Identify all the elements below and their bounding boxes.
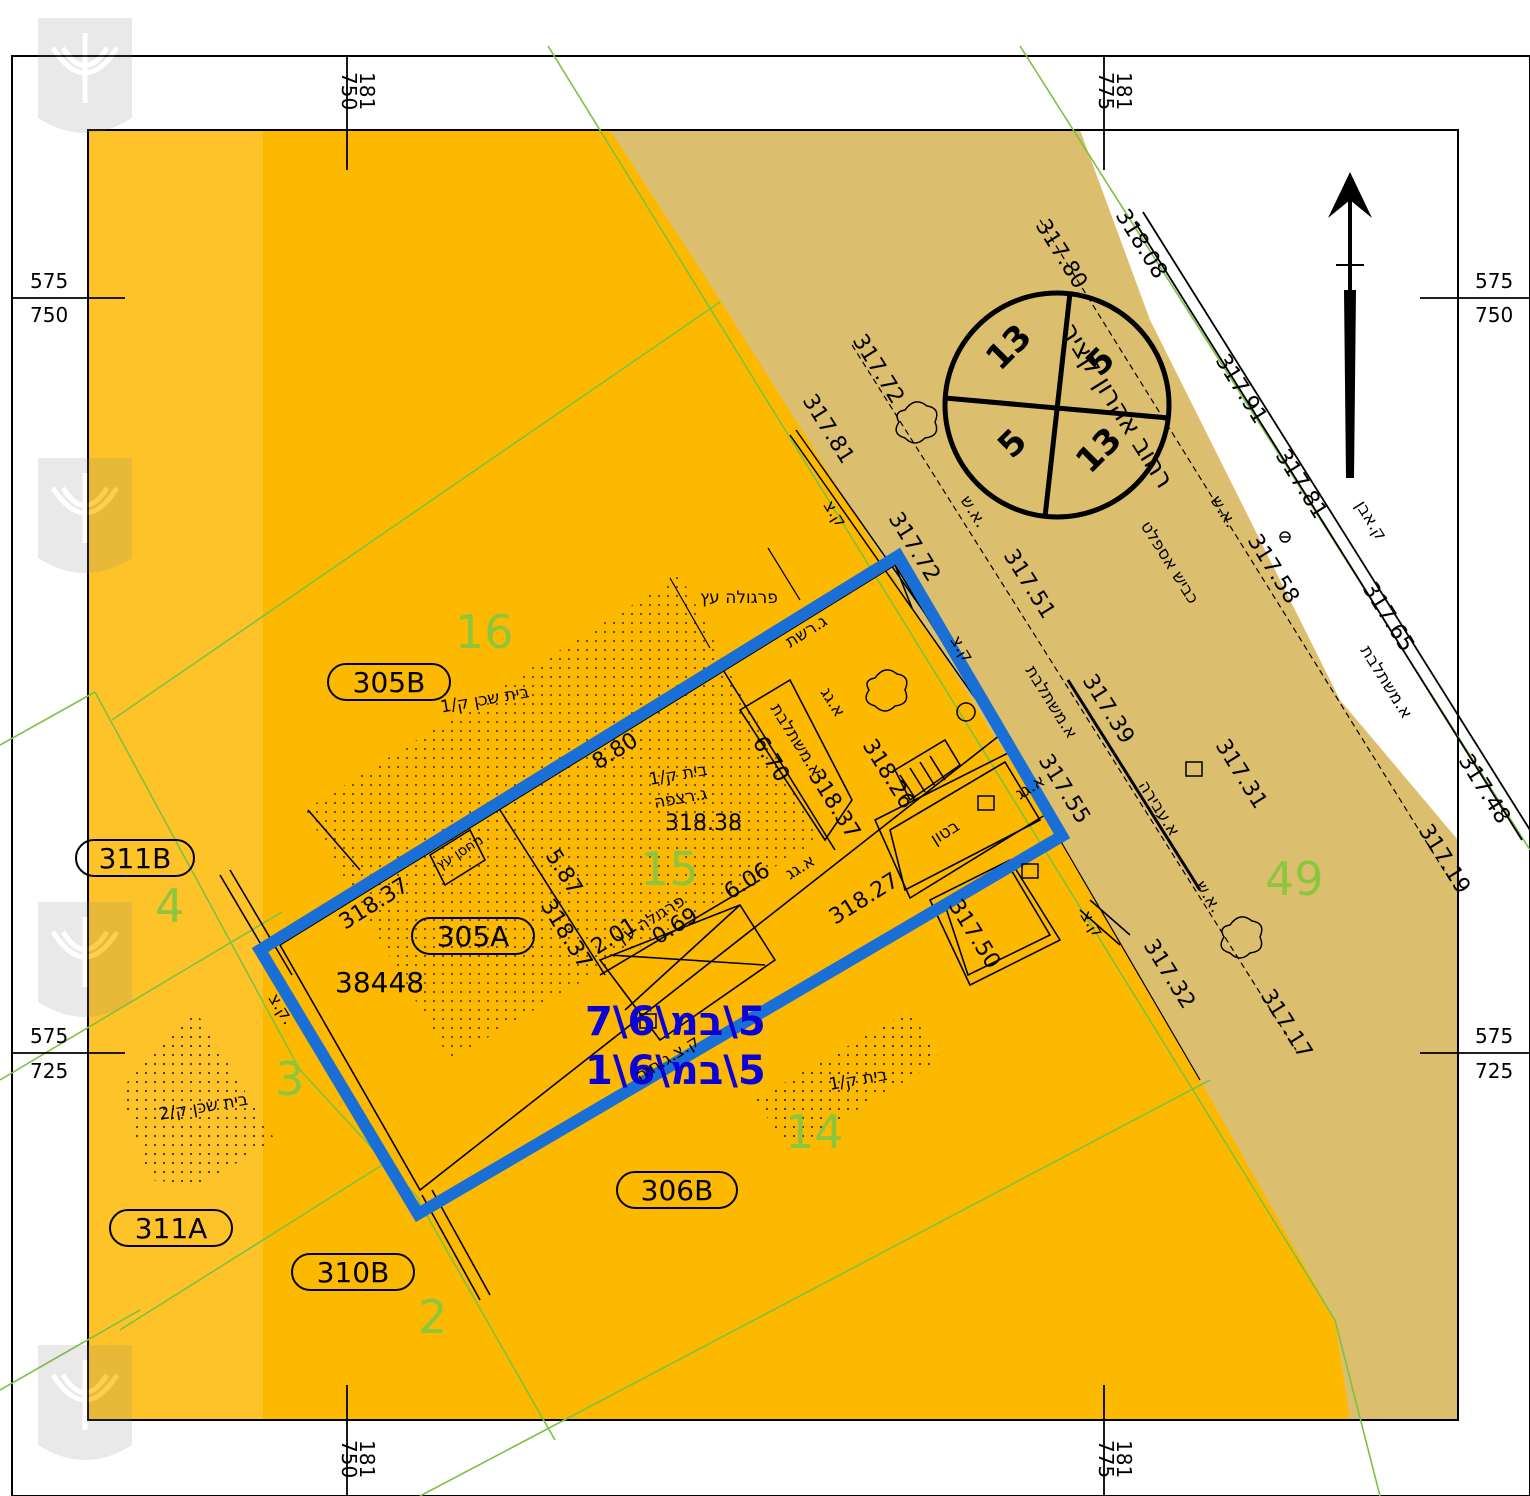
grid-labels: 750 181 775 181 750 181 775 181 575 750 … (30, 72, 1513, 1478)
parcel-label: 311A (135, 1212, 208, 1245)
emblem-watermark-icon (38, 18, 132, 1460)
lot-number: 3 (275, 1052, 304, 1106)
grid-label: 181 (355, 1440, 379, 1478)
dotted-area-3 (120, 1010, 275, 1185)
grid-label: 725 (30, 1059, 68, 1083)
tree-icon (865, 401, 1263, 959)
parcel-light-strip (88, 130, 263, 1420)
grid-label: 181 (1112, 72, 1136, 110)
grid-label: 575 (1475, 269, 1513, 293)
manhole-icon (639, 761, 1203, 1029)
grid-label: 775 (1094, 72, 1118, 110)
grid-label: 725 (1475, 1059, 1513, 1083)
grid-label: 181 (1112, 1440, 1136, 1478)
lot-number: 14 (785, 1105, 844, 1159)
dotted-area-14 (755, 1010, 940, 1150)
inner-frame (87, 129, 1459, 1421)
block-number: 38448 (335, 966, 424, 999)
grid-label: 750 (30, 303, 68, 327)
dotted-area-15 (305, 575, 820, 1060)
lot-number: 49 (1265, 852, 1324, 906)
lot-number: 4 (155, 879, 184, 933)
grid-ticks (12, 56, 1530, 1496)
lot-number: 16 (455, 605, 514, 659)
parcel-label: 311B (99, 842, 172, 875)
hydrant-icon (956, 531, 1291, 722)
lot-numbers: 16 15 14 4 3 2 49 (155, 605, 1324, 1344)
grid-label: 575 (30, 269, 68, 293)
plan-ids: 5\במ\6\7 5\במ\6\1 (585, 999, 766, 1094)
parcel-label: 310B (317, 1256, 390, 1289)
grid-label: 575 (1475, 1024, 1513, 1048)
grid-label: 750 (337, 1440, 361, 1478)
parcel-label: 305A (437, 920, 510, 953)
highlight-parcel (251, 547, 1071, 1223)
grid-label: 181 (355, 72, 379, 110)
elevation: 318.38 (665, 811, 742, 836)
lot-number: 15 (640, 842, 699, 896)
parcel-pills: 305B 305A 311B 311A 310B 306B 38448 (75, 663, 738, 1291)
parcel-label: 306B (641, 1174, 714, 1207)
plan-id: 5\במ\6\7 (585, 999, 766, 1045)
lot-number: 2 (418, 1290, 447, 1344)
plan-id: 5\במ\6\1 (585, 1048, 766, 1094)
grid-label: 750 (337, 72, 361, 110)
grid-label: 775 (1094, 1440, 1118, 1478)
grid-label: 575 (30, 1024, 68, 1048)
grid-label: 750 (1475, 303, 1513, 327)
parcel-label: 305B (353, 666, 426, 699)
label-pergola: פרגולה עץ (700, 588, 778, 608)
north-arrow-icon (1328, 172, 1372, 478)
white-area (1080, 130, 1458, 840)
